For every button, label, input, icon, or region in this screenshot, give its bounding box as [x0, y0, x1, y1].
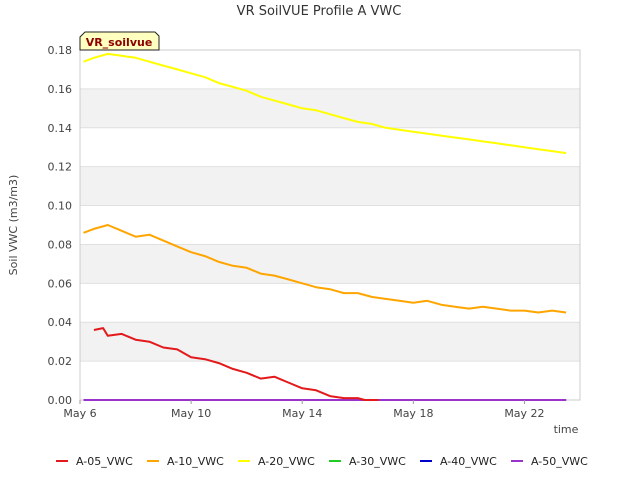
x-tick-label: May 10 [171, 407, 211, 420]
y-tick-label: 0.10 [48, 200, 73, 213]
plot-band [80, 361, 580, 400]
series-line-a-20-vwc [83, 52, 567, 155]
legend-item: A-30_VWC [329, 455, 406, 468]
plot-band [80, 50, 580, 89]
y-tick-label: 0.00 [48, 394, 73, 407]
legend-label: A-30_VWC [349, 455, 406, 468]
plot-background [80, 50, 580, 400]
legend-item: A-50_VWC [511, 455, 588, 468]
plot-band [80, 127, 580, 167]
plot-band [80, 88, 580, 128]
y-axis-ticks: 0.00 0.02 0.04 0.06 0.08 0.10 0.12 0.14 0.16 0.18 [48, 44, 73, 407]
x-tick-label: May 18 [393, 407, 433, 420]
series-layer [83, 52, 567, 401]
badge-label: VR_soilvue [86, 36, 153, 49]
legend-label: A-10_VWC [167, 455, 224, 468]
legend-label: A-50_VWC [531, 455, 588, 468]
y-tick-label: 0.02 [48, 355, 73, 368]
y-tick-label: 0.04 [48, 316, 73, 329]
badge-box [79, 31, 160, 51]
x-axis-label: time [554, 423, 579, 436]
legend-item: A-10_VWC [147, 455, 224, 468]
y-tick-label: 0.18 [48, 44, 73, 57]
x-axis-ticks: May 6 May 10 May 14 May 18 May 22 [63, 400, 545, 420]
x-tick-label: May 6 [63, 407, 96, 420]
y-tick-label: 0.14 [48, 122, 73, 135]
legend-item: A-40_VWC [420, 455, 497, 468]
y-tick-label: 0.12 [48, 161, 73, 174]
legend-item: A-20_VWC [238, 455, 315, 468]
x-tick-label: May 14 [282, 407, 322, 420]
x-tick-label: May 22 [504, 407, 544, 420]
site-badge: VR_soilvue [79, 31, 160, 51]
series-line-a-10-vwc [83, 224, 567, 314]
legend: A-05_VWC A-10_VWC A-20_VWC A-30_VWC A-40_VWC… [56, 455, 588, 468]
plot-band [80, 244, 580, 284]
legend-item: A-05_VWC [56, 455, 133, 468]
plot-band [80, 205, 580, 245]
plot-band [80, 166, 580, 206]
y-tick-label: 0.06 [48, 277, 73, 290]
plot-band [80, 322, 580, 362]
y-tick-label: 0.16 [48, 83, 73, 96]
legend-label: A-05_VWC [76, 455, 133, 468]
legend-label: A-20_VWC [258, 455, 315, 468]
y-tick-label: 0.08 [48, 238, 73, 251]
series-line-a-05-vwc [93, 327, 379, 401]
legend-label: A-40_VWC [440, 455, 497, 468]
y-axis-label: Soil VWC (m3/m3) [7, 175, 20, 276]
chart-title: VR SoilVUE Profile A VWC [237, 4, 402, 19]
